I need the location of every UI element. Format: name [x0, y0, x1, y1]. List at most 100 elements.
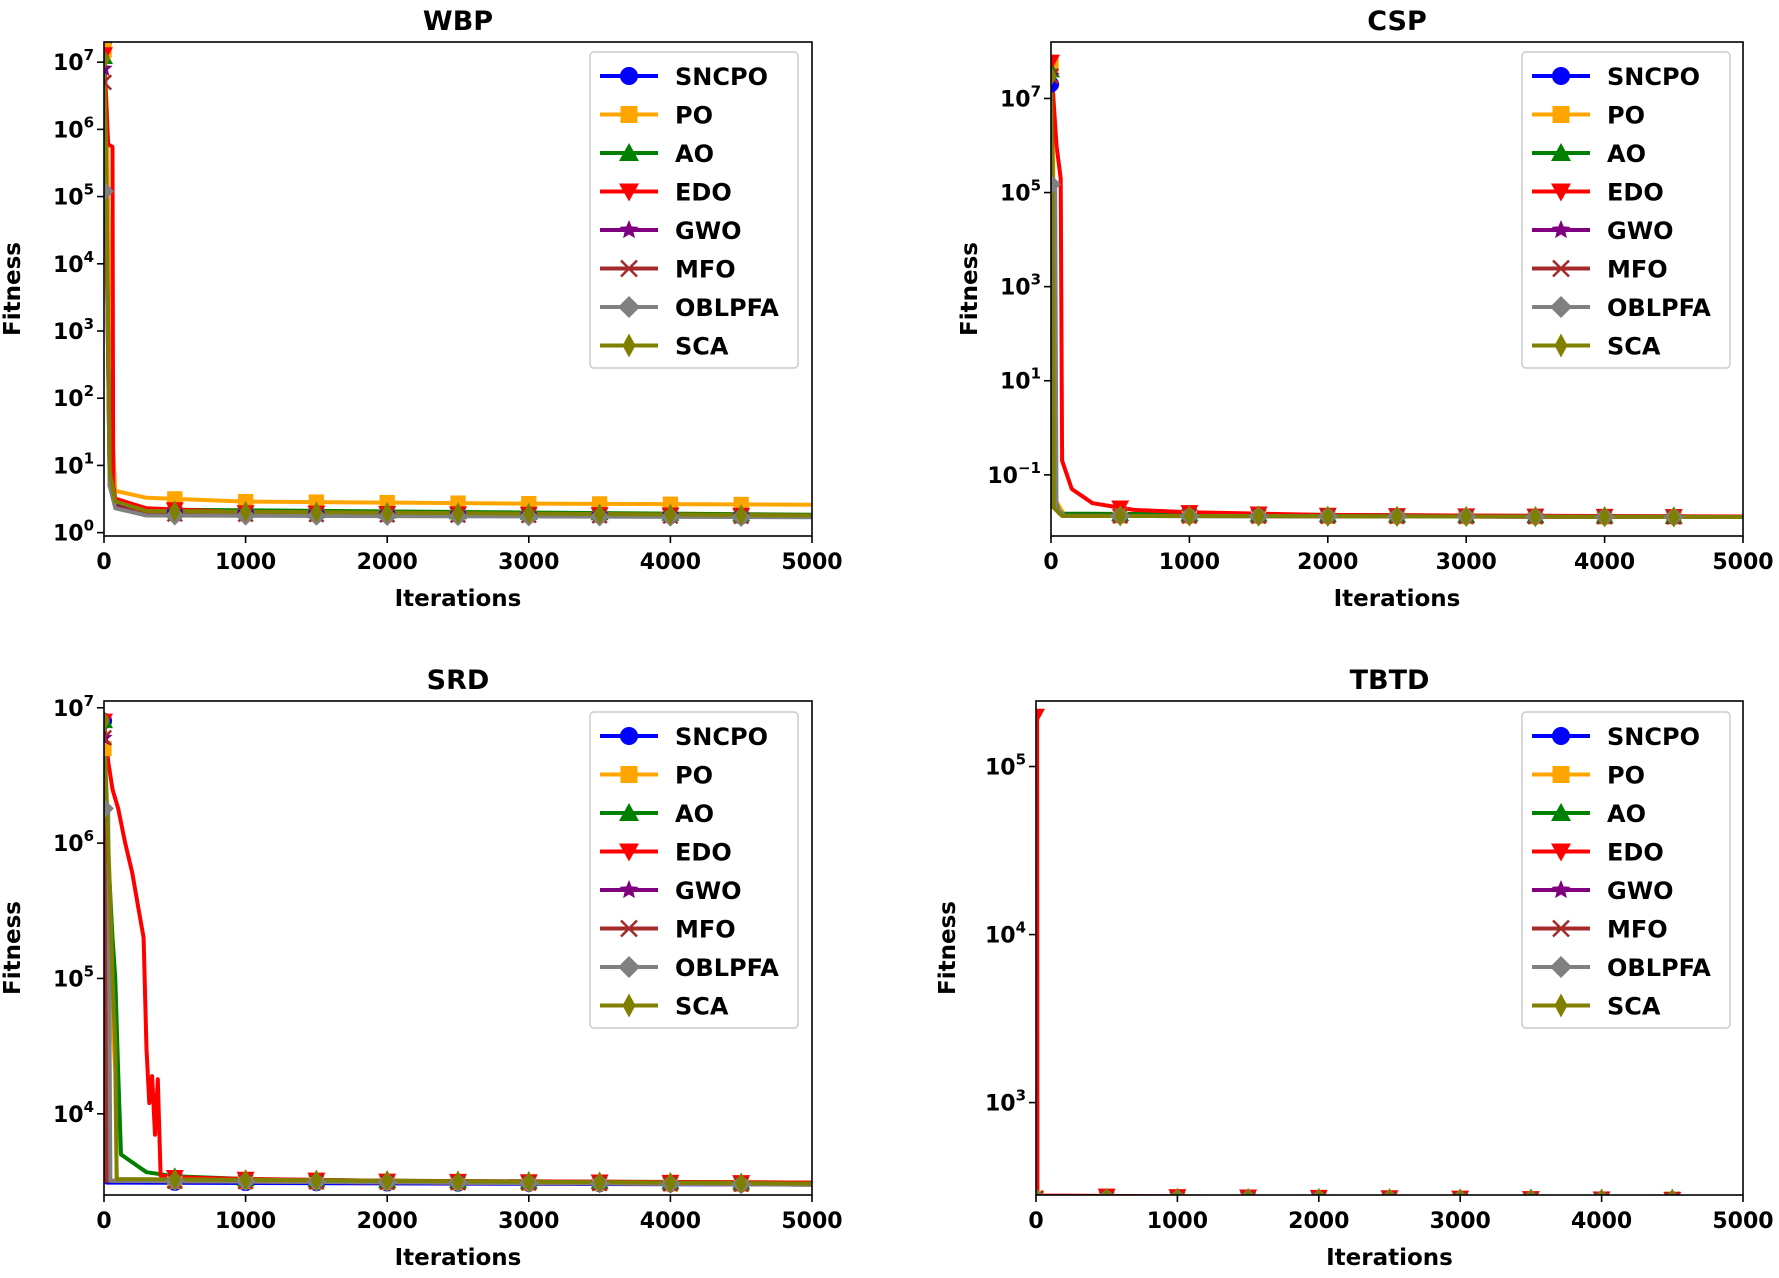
data-point-sca — [1051, 65, 1057, 87]
x-tick-label: 3000 — [498, 550, 559, 575]
legend-marker-gwo — [619, 880, 639, 899]
data-point-sca — [1385, 1188, 1394, 1195]
y-tick-label: 10−1 — [987, 459, 1041, 489]
legend-label: EDO — [675, 179, 732, 207]
y-tick-label: 105 — [53, 181, 94, 211]
data-point-sca — [1391, 505, 1403, 528]
x-tick-label: 1000 — [215, 550, 276, 575]
chart-panel-wbp: WBP 0 1000 2000 3000 4000 5000 100 101 102 103 104 1… — [0, 6, 843, 612]
chart-title: TBTD — [1350, 665, 1430, 696]
legend-label: SNCPO — [675, 723, 768, 751]
chart-title: SRD — [427, 665, 490, 696]
data-point-sca — [1529, 505, 1542, 528]
data-point-sca — [310, 501, 323, 523]
legend-marker-edo — [619, 183, 639, 202]
data-point-sca — [168, 500, 181, 522]
data-point-mfo — [1051, 67, 1060, 85]
x-tick-label: 5000 — [781, 550, 842, 575]
y-axis-label: Fitness — [0, 901, 26, 995]
legend-marker-ao — [619, 143, 639, 161]
legend-marker-oblpfa — [618, 296, 640, 318]
legend-marker-sncpo — [620, 727, 638, 745]
x-tick-label: 2000 — [357, 550, 418, 575]
x-tick-label: 4000 — [640, 550, 701, 575]
data-point-sca — [1321, 505, 1334, 528]
legend-marker-sca — [622, 993, 636, 1018]
y-tick-label: 103 — [985, 1087, 1026, 1117]
data-point-edo — [1051, 54, 1060, 71]
series-line-gwo — [1036, 1198, 1743, 1199]
y-tick-label: 104 — [53, 1098, 94, 1128]
legend-box — [1521, 711, 1731, 1029]
legend-marker-edo — [1551, 843, 1571, 862]
series-line-sncpo — [1036, 1198, 1743, 1199]
legend-label: PO — [1607, 102, 1645, 130]
data-point-sca — [310, 1169, 323, 1192]
legend-marker-po — [620, 766, 638, 783]
x-tick-label: 1000 — [215, 1209, 276, 1234]
legend-marker-gwo — [619, 220, 639, 239]
legend-label: EDO — [1607, 179, 1664, 207]
legend-label: GWO — [1607, 217, 1674, 245]
data-point-sca — [1314, 1187, 1323, 1195]
plot-area — [104, 42, 812, 527]
x-tick-label: 0 — [96, 1209, 111, 1234]
legend-marker-oblpfa — [618, 956, 640, 978]
legend-label: OBLPFA — [675, 954, 779, 982]
data-point-sca — [1460, 505, 1473, 528]
chart-panel-srd: SRD 0 1000 2000 3000 4000 5000 104 105 106 107 Iter… — [0, 665, 843, 1271]
y-axis-label: Fitness — [935, 901, 961, 995]
x-axis-label: Iterations — [395, 586, 522, 612]
legend-label: SCA — [675, 993, 729, 1021]
legend-label: EDO — [675, 839, 732, 867]
legend-marker-sncpo — [1552, 67, 1570, 85]
data-point-sca — [239, 1169, 252, 1191]
x-tick-label: 5000 — [1712, 550, 1773, 575]
series-line-sca — [1051, 75, 1743, 519]
data-point-sca — [735, 504, 748, 526]
legend-label: AO — [675, 800, 714, 828]
legend-label: EDO — [1607, 839, 1664, 867]
data-point-sca — [1114, 505, 1127, 527]
legend-label: MFO — [675, 256, 736, 284]
data-point-oblpfa — [104, 798, 114, 819]
y-axis-label: Fitness — [957, 242, 983, 336]
chart-panel-csp: CSP 0 1000 2000 3000 4000 5000 10−1 101 103 105 107… — [957, 6, 1774, 612]
plot-area — [1051, 54, 1743, 528]
legend-marker-sca — [1554, 993, 1568, 1018]
y-tick-label: 101 — [53, 449, 94, 479]
y-axis-label: Fitness — [0, 242, 26, 336]
series-line-po — [1036, 1198, 1743, 1199]
y-tick-label: 104 — [53, 248, 94, 278]
legend-marker-mfo — [1552, 919, 1570, 938]
legend-label: SCA — [675, 333, 729, 361]
data-point-po — [104, 740, 112, 757]
data-point-sca — [664, 1171, 677, 1194]
data-point-sca — [104, 48, 110, 71]
data-point-sca — [1668, 1188, 1676, 1195]
data-point-sca — [452, 502, 464, 524]
legend-marker-mfo — [620, 259, 638, 278]
legend-marker-po — [1552, 106, 1570, 123]
data-point-sca — [593, 503, 606, 525]
data-point-sca — [1183, 505, 1196, 527]
data-point-mfo — [104, 74, 113, 91]
y-tick-label: 103 — [53, 315, 94, 345]
data-point-sca — [735, 1172, 748, 1194]
axes-frame — [1035, 700, 1744, 1196]
data-point-sca — [1244, 1187, 1253, 1195]
y-tick-label: 107 — [53, 46, 94, 76]
x-axis-label: Iterations — [1334, 586, 1461, 612]
data-point-sca — [522, 1170, 535, 1193]
x-tick-label: 0 — [96, 550, 111, 575]
axes-frame — [103, 700, 813, 1196]
legend-label: PO — [675, 762, 713, 790]
data-point-sca — [381, 501, 394, 524]
data-point-sca — [1456, 1188, 1464, 1195]
legend-label: GWO — [675, 217, 742, 245]
legend-marker-oblpfa — [1550, 956, 1572, 978]
y-tick-label: 105 — [53, 962, 94, 992]
data-point-sca — [1252, 505, 1265, 527]
legend-label: AO — [1607, 800, 1646, 828]
legend-label: SCA — [1607, 993, 1661, 1021]
